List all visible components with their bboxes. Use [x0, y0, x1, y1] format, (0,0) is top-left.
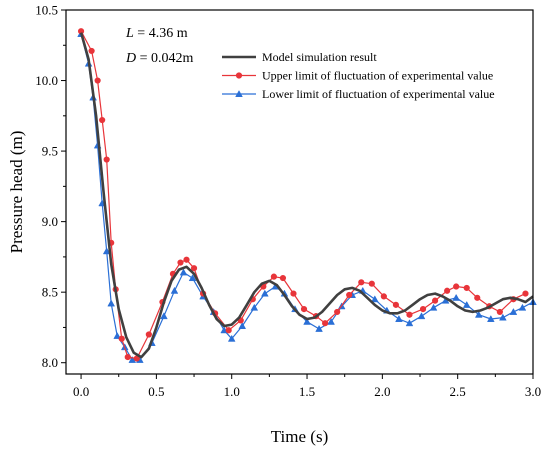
- annotation-length-value: = 4.36 m: [134, 26, 188, 41]
- x-tick-label: 0.5: [148, 384, 164, 399]
- y-tick-label: 9.0: [42, 214, 58, 229]
- legend-marker-lower-limit: [235, 90, 243, 97]
- x-tick-label: 2.5: [450, 384, 466, 399]
- data-point-lower-limit: [261, 289, 269, 297]
- annotation-diameter-symbol: D: [125, 51, 136, 66]
- data-point-upper-limit: [358, 279, 365, 286]
- data-point-lower-limit: [405, 319, 414, 327]
- data-point-lower-limit: [113, 331, 122, 339]
- data-point-lower-limit: [227, 334, 236, 342]
- data-point-upper-limit: [177, 259, 184, 266]
- data-point-upper-limit: [322, 320, 329, 327]
- data-point-upper-limit: [368, 280, 375, 287]
- data-point-upper-limit: [431, 297, 439, 304]
- data-point-upper-limit: [225, 327, 232, 334]
- data-point-upper-limit: [334, 308, 341, 316]
- data-point-upper-limit: [463, 284, 470, 292]
- data-point-lower-limit: [452, 293, 460, 301]
- data-point-lower-limit: [238, 322, 247, 330]
- x-tick-label: 1.5: [299, 384, 315, 399]
- data-point-lower-limit: [509, 308, 518, 315]
- data-point-lower-limit: [462, 300, 471, 308]
- data-point-upper-limit: [406, 311, 413, 318]
- data-point-upper-limit: [270, 273, 277, 280]
- data-point-upper-limit: [474, 294, 481, 301]
- data-point-lower-limit: [327, 317, 335, 325]
- data-point-lower-limit: [303, 317, 311, 325]
- data-point-lower-limit: [474, 310, 483, 318]
- x-tick-label: 2.0: [374, 384, 390, 399]
- data-point-lower-limit: [486, 315, 495, 322]
- data-point-upper-limit: [453, 283, 460, 290]
- data-point-upper-limit: [118, 335, 125, 342]
- plot-frame: [65, 9, 534, 375]
- y-tick-label: 8.0: [42, 355, 58, 370]
- data-point-upper-limit: [103, 156, 110, 163]
- x-tick-label: 1.0: [224, 384, 240, 399]
- data-point-lower-limit: [429, 303, 438, 311]
- legend-label-model-simulation: Model simulation result: [262, 50, 377, 64]
- data-point-upper-limit: [496, 308, 503, 316]
- x-axis-title: Time (s): [271, 427, 328, 446]
- legend-label-lower-limit: Lower limit of fluctuation of experiment…: [262, 87, 495, 101]
- data-point-lower-limit: [518, 303, 527, 311]
- x-tick-label: 0.0: [73, 384, 89, 399]
- y-tick-label: 8.5: [42, 285, 58, 300]
- data-point-upper-limit: [190, 265, 198, 272]
- data-point-upper-limit: [522, 290, 529, 297]
- data-point-upper-limit: [183, 256, 190, 263]
- data-point-lower-limit: [499, 313, 507, 321]
- data-point-upper-limit: [99, 116, 106, 124]
- series-layer: [77, 28, 537, 363]
- x-axis: 0.0 0.5 1.0 1.5 2.0 2.5 3.0: [73, 374, 541, 399]
- data-point-upper-limit: [346, 291, 353, 299]
- y-axis-title: Pressure head (m): [7, 131, 26, 254]
- y-tick-label: 10.5: [35, 3, 58, 18]
- data-point-upper-limit: [94, 77, 101, 84]
- data-point-lower-limit: [170, 286, 179, 294]
- series-model-simulation: [79, 32, 534, 359]
- annotation-diameter: D = 0.042m: [125, 51, 194, 66]
- x-tick-label: 3.0: [525, 384, 541, 399]
- data-point-lower-limit: [417, 312, 426, 320]
- data-point-upper-limit: [444, 287, 451, 294]
- annotation-length: L = 4.36 m: [125, 26, 188, 41]
- data-point-upper-limit: [300, 306, 308, 313]
- y-tick-label: 10.0: [35, 73, 58, 88]
- data-point-upper-limit: [380, 293, 387, 300]
- data-point-upper-limit: [88, 47, 95, 55]
- data-point-upper-limit: [392, 301, 400, 308]
- data-point-lower-limit: [102, 247, 111, 255]
- data-point-lower-limit: [179, 268, 188, 276]
- legend: Model simulation result Upper limit of fl…: [222, 50, 495, 101]
- data-point-upper-limit: [145, 331, 152, 338]
- legend-label-upper-limit: Upper limit of fluctuation of experiment…: [262, 69, 493, 83]
- data-point-upper-limit: [290, 290, 297, 297]
- data-point-lower-limit: [250, 303, 259, 311]
- data-point-lower-limit: [107, 299, 116, 307]
- data-point-upper-limit: [419, 306, 427, 313]
- data-point-lower-limit: [395, 315, 403, 322]
- data-point-upper-limit: [279, 274, 287, 282]
- y-tick-label: 9.5: [42, 144, 58, 159]
- data-point-lower-limit: [370, 295, 379, 303]
- y-axis: 8.0 8.5 9.0 9.5 10.0 10.5: [35, 3, 66, 370]
- annotation-length-symbol: L: [125, 26, 134, 41]
- annotation-diameter-value: = 0.042m: [136, 51, 193, 66]
- data-point-lower-limit: [160, 312, 168, 320]
- legend-marker-upper-limit: [235, 72, 243, 79]
- data-point-lower-limit: [315, 324, 323, 332]
- data-point-upper-limit: [124, 353, 131, 361]
- series-line-model-simulation: [79, 32, 534, 359]
- data-point-lower-limit: [188, 274, 197, 282]
